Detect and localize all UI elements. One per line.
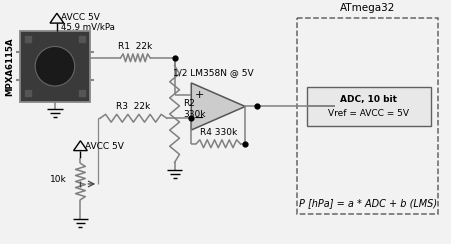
Text: ADC, 10 bit: ADC, 10 bit [340,95,396,104]
Bar [306,87,430,126]
Bar [297,18,437,214]
Polygon shape [191,83,245,130]
Circle shape [35,47,74,86]
Text: MPXA6115A: MPXA6115A [5,37,14,95]
Text: 10k: 10k [50,174,67,183]
Bar [19,31,90,102]
Text: AVCC 5V: AVCC 5V [61,13,100,22]
Text: ATmega32: ATmega32 [340,3,395,13]
Text: AVCC 5V: AVCC 5V [85,142,124,151]
Text: Vref = AVCC = 5V: Vref = AVCC = 5V [327,109,409,118]
Text: R3  22k: R3 22k [116,102,150,111]
Text: P [hPa] = a * ADC + b (LMS): P [hPa] = a * ADC + b (LMS) [298,198,436,208]
Text: −: − [193,112,204,125]
Text: +: + [194,90,203,100]
Text: 45.9 mV/kPa: 45.9 mV/kPa [61,22,115,31]
Text: R2
330k: R2 330k [183,99,206,119]
Text: 1/2 LM358N @ 5V: 1/2 LM358N @ 5V [172,68,253,77]
Text: R1  22k: R1 22k [118,42,152,51]
Text: R4 330k: R4 330k [199,128,236,137]
